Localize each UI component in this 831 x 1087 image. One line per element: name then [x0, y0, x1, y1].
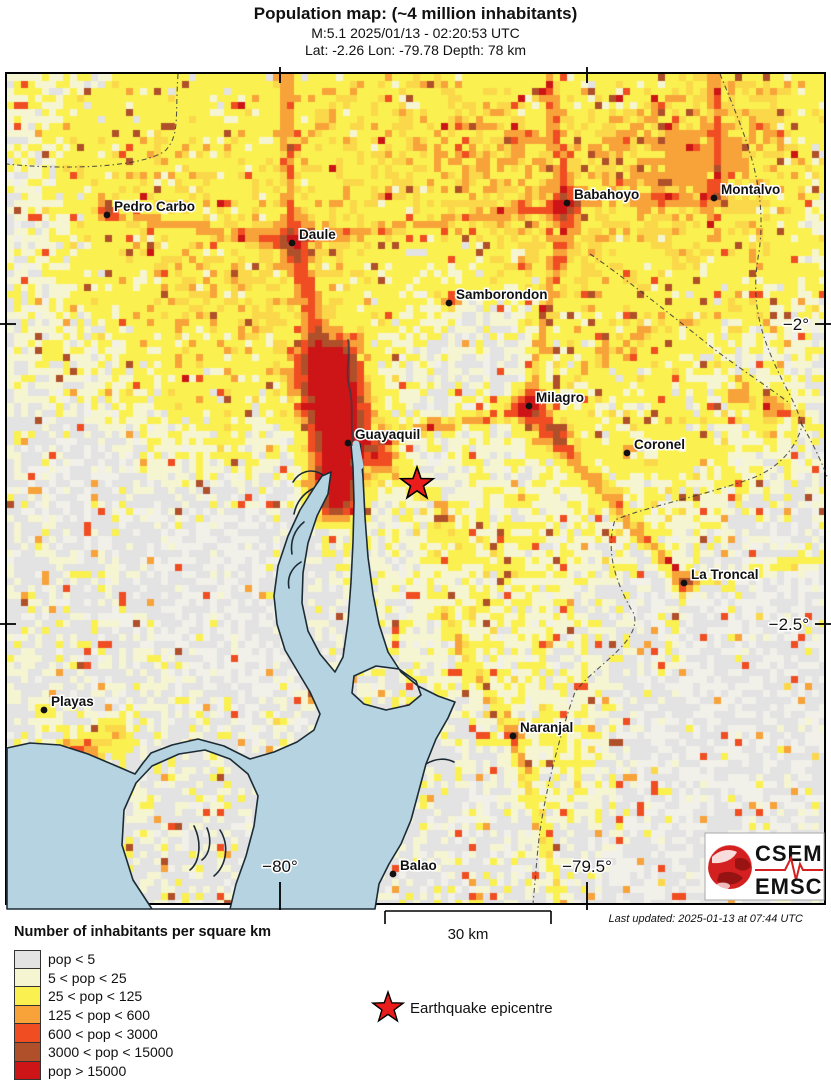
- city-dot: [563, 199, 571, 207]
- seismogram-icon: [755, 855, 823, 881]
- axis-label: −79.5°: [562, 857, 612, 876]
- epicentre-legend: Earthquake epicentre: [370, 989, 553, 1023]
- epicentre-star-icon: [370, 989, 406, 1023]
- city-marker: Balao: [389, 857, 438, 878]
- city-label: La Troncal: [691, 567, 759, 582]
- legend-class-label: pop < 5: [48, 951, 96, 968]
- axis-label: −2.5°: [769, 615, 809, 634]
- city-marker: Coronel: [623, 436, 687, 457]
- last-updated: Last updated: 2025-01-13 at 07:44 UTC: [608, 913, 803, 925]
- water-bodies: [6, 339, 456, 910]
- legend-swatch: [14, 950, 41, 969]
- city-label: Balao: [400, 858, 437, 873]
- city-marker: Guayaquil: [344, 426, 422, 447]
- axis-labels: −2° −2.5° −80° −79.5°: [261, 314, 811, 878]
- legend-class-label: 3000 < pop < 15000: [48, 1044, 174, 1061]
- epicentre-label: Earthquake epicentre: [410, 1000, 553, 1017]
- city-label: Daule: [299, 227, 336, 242]
- event-magnitude-time: M:5.1 2025/01/13 - 02:20:53 UTC: [311, 25, 520, 41]
- legend-row: 5 < pop < 25: [14, 968, 271, 988]
- event-coordinates: Lat: -2.26 Lon: -79.78 Depth: 78 km: [304, 42, 527, 58]
- city-marker: Pedro Carbo: [103, 198, 197, 219]
- city-dot: [40, 706, 48, 714]
- creeks: [189, 339, 455, 877]
- city-label: Naranjal: [520, 720, 573, 735]
- legend-class-label: 125 < pop < 600: [48, 1007, 150, 1024]
- legend-class-label: 600 < pop < 3000: [48, 1025, 158, 1042]
- city-label: Samborondon: [456, 287, 548, 302]
- axis-label: −2°: [783, 315, 809, 334]
- legend-swatch: [14, 987, 41, 1006]
- city-label: Pedro Carbo: [114, 199, 195, 214]
- legend-row: 25 < pop < 125: [14, 987, 271, 1006]
- legend-swatch: [14, 1024, 41, 1043]
- city-marker: Samborondon: [445, 286, 549, 307]
- city-dot: [103, 211, 111, 219]
- star-icon: [398, 464, 436, 500]
- csem-emsc-logo: CSEM EMSC: [704, 832, 825, 901]
- city-dot: [623, 449, 631, 457]
- city-label: Montalvo: [721, 182, 780, 197]
- epicenter-star: [398, 464, 436, 500]
- page-title: Population map: (~4 million inhabitants): [253, 4, 578, 23]
- city-marker: Daule: [288, 226, 338, 247]
- legend-row: pop > 15000: [14, 1061, 271, 1081]
- population-map: Pedro Carbo Daule Babahoyo Montalvo Samboron…: [0, 67, 831, 910]
- legend-class-label: 5 < pop < 25: [48, 969, 127, 986]
- city-dot: [509, 732, 517, 740]
- city-dot: [710, 194, 718, 202]
- legend-class-label: pop > 15000: [48, 1062, 127, 1079]
- legend-class-label: 25 < pop < 125: [48, 988, 143, 1005]
- scale-bar: [384, 910, 552, 924]
- city-dot: [525, 402, 533, 410]
- legend-row: 600 < pop < 3000: [14, 1024, 271, 1043]
- city-marker: Milagro: [525, 389, 586, 410]
- star-icon: [370, 989, 406, 1023]
- city-dot: [680, 579, 688, 587]
- city-dot: [389, 870, 397, 878]
- axis-label: −80°: [262, 857, 298, 876]
- legend-row: 125 < pop < 600: [14, 1005, 271, 1025]
- city-label: Coronel: [634, 437, 685, 452]
- city-marker: La Troncal: [680, 566, 760, 587]
- legend-row: 3000 < pop < 15000: [14, 1042, 271, 1062]
- city-marker: Montalvo: [710, 181, 782, 202]
- admin-boundaries: [6, 73, 829, 905]
- logo-text-emsc: EMSC: [755, 874, 823, 899]
- city-label: Guayaquil: [355, 427, 420, 442]
- legend-swatch: [14, 1005, 41, 1025]
- axis-ticks: [0, 67, 831, 910]
- header: Population map: (~4 million inhabitants)…: [0, 0, 831, 58]
- city-label: Babahoyo: [574, 187, 639, 202]
- legend-swatch: [14, 1061, 41, 1081]
- map-overlay: Pedro Carbo Daule Babahoyo Montalvo Samboron…: [0, 67, 831, 910]
- city-marker: Naranjal: [509, 719, 575, 740]
- legend-row: pop < 5: [14, 950, 271, 969]
- globe-icon: [707, 844, 753, 890]
- population-legend: Number of inhabitants per square km pop …: [14, 924, 272, 1081]
- city-marker: Playas: [40, 693, 95, 714]
- legend-title: Number of inhabitants per square km: [14, 924, 272, 940]
- city-markers: Pedro Carbo Daule Babahoyo Montalvo Samboron…: [40, 181, 782, 878]
- city-dot: [445, 299, 453, 307]
- city-marker: Babahoyo: [563, 186, 641, 207]
- city-dot: [288, 239, 296, 247]
- legend-swatch: [14, 1042, 41, 1062]
- city-label: Milagro: [536, 390, 584, 405]
- city-dot: [344, 439, 352, 447]
- legend-swatch: [14, 968, 41, 988]
- scale-label: 30 km: [447, 926, 489, 943]
- city-label: Playas: [51, 694, 94, 709]
